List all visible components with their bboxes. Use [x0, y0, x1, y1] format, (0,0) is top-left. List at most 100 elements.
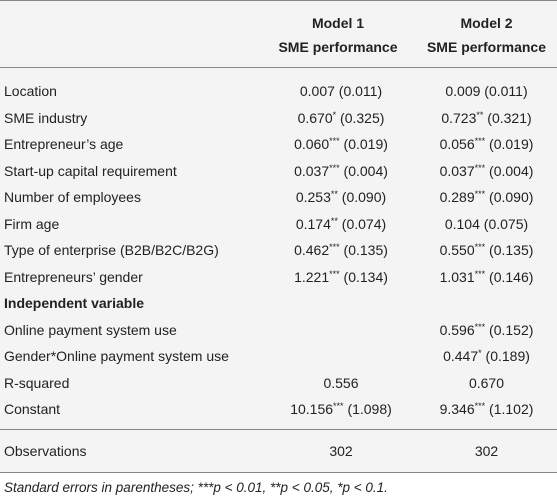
coefficient: 0.289 [439, 189, 475, 206]
standard-error: (0.090) [489, 189, 534, 206]
cell: 0.596*** (0.152) [416, 317, 557, 344]
row-label: SME industry [4, 109, 88, 126]
row-label: Type of enterprise (B2B/B2C/B2G) [4, 242, 219, 259]
cell [260, 290, 416, 317]
header-row: Model 1 Model 2 [0, 0, 557, 36]
cell: 302 [416, 429, 557, 472]
cell [260, 343, 416, 370]
standard-error: (1.102) [489, 401, 534, 418]
coefficient: 0.723 [441, 109, 477, 126]
cell: 0.447* (0.189) [416, 343, 557, 370]
table-row: Firm age 0.174** (0.074) 0.104 (0.075) [0, 211, 557, 238]
cell: 0.009 (0.011) [416, 68, 557, 105]
standard-error: (0.074) [341, 215, 387, 232]
cell: 0.550*** (0.135) [416, 237, 557, 264]
significance-stars: *** [329, 268, 340, 279]
standard-error: (0.011) [484, 83, 528, 100]
significance-stars: *** [329, 136, 340, 147]
cell [260, 317, 416, 344]
table-row: Type of enterprise (B2B/B2C/B2G) 0.462***… [0, 237, 557, 264]
significance-stars: *** [333, 401, 344, 412]
table-row: Constant 10.156*** (1.098) 9.346*** (1.102… [0, 396, 557, 429]
cell: 9.346*** (1.102) [416, 396, 557, 429]
header-row: SME performance SME performance [0, 35, 557, 68]
standard-error: (0.135) [343, 242, 388, 259]
cell: 1.221*** (0.134) [260, 264, 416, 291]
standard-error: (1.098) [347, 401, 392, 418]
row-label: Entrepreneurs’ gender [4, 268, 143, 285]
coefficient: 0.104 [444, 215, 480, 232]
coefficient: 302 [329, 442, 353, 459]
coefficient: 0.596 [439, 321, 475, 338]
cell [416, 290, 557, 317]
table-row: R-squared 0.556 0.670 [0, 370, 557, 397]
row-label: Independent variable [4, 295, 145, 312]
significance-stars: *** [474, 401, 486, 412]
standard-error: (0.004) [489, 162, 534, 179]
coefficient: 0.037 [439, 162, 475, 179]
significance-stars: *** [474, 321, 486, 332]
coefficient: 0.670 [297, 109, 333, 126]
cell: 0.174** (0.074) [260, 211, 416, 238]
regression-table: Model 1 Model 2 SME performance SME perf… [0, 0, 557, 473]
coefficient: 0.550 [439, 242, 475, 259]
row-label: Number of employees [4, 189, 141, 206]
row-label: Gender*Online payment system use [4, 348, 229, 365]
cell: 0.104 (0.075) [416, 211, 557, 238]
cell: 0.723** (0.321) [416, 105, 557, 132]
coefficient: 0.556 [323, 374, 359, 391]
cell: 0.037*** (0.004) [260, 158, 416, 185]
standard-error: (0.011) [338, 83, 383, 100]
cell: 0.670 [416, 370, 557, 397]
coefficient: 0.447 [443, 348, 479, 365]
table-row: Number of employees 0.253** (0.090) 0.289*… [0, 184, 557, 211]
coefficient: 9.346 [439, 401, 475, 418]
row-label: Start-up capital requirement [4, 162, 177, 179]
coefficient: 0.462 [294, 242, 330, 259]
row-label: R-squared [4, 374, 70, 391]
coefficient: 10.156 [290, 401, 334, 418]
coefficient: 0.007 [299, 83, 335, 100]
coefficient: 1.221 [294, 268, 330, 285]
column-model: Model 1 [311, 15, 365, 31]
row-label: Observations [4, 442, 87, 459]
cell: 0.007 (0.011) [260, 68, 416, 105]
standard-error: (0.019) [343, 136, 388, 153]
coefficient: 0.670 [468, 374, 505, 391]
row-label: Online payment system use [4, 321, 177, 338]
standard-error: (0.090) [341, 189, 387, 206]
significance-stars: *** [329, 162, 340, 173]
cell: 1.031*** (0.146) [416, 264, 557, 291]
coefficient: 0.056 [439, 136, 475, 153]
coefficient: 302 [474, 442, 499, 459]
row-label: Entrepreneur’s age [4, 136, 124, 153]
column-model: Model 2 [460, 15, 513, 31]
coefficient: 0.174 [295, 215, 331, 232]
significance-stars: ** [330, 189, 338, 200]
table-row: Online payment system use 0.596*** (0.152… [0, 317, 557, 344]
significance-stars: *** [474, 136, 486, 147]
table-body: Location 0.007 (0.011) 0.009 (0.011) SME in… [0, 68, 557, 472]
corner [0, 1, 260, 36]
standard-error: (0.189) [485, 348, 530, 365]
standard-error: (0.019) [489, 136, 534, 153]
significance-stars: * [332, 109, 337, 120]
cell: 0.556 [260, 370, 416, 397]
row-label: Location [4, 83, 57, 100]
cell: 10.156*** (1.098) [260, 396, 416, 429]
table-row: Entrepreneur’s age 0.060*** (0.019) 0.056*… [0, 131, 557, 158]
significance-stars: ** [476, 109, 484, 120]
table-row: SME industry 0.670* (0.325) 0.723** (0.321… [0, 105, 557, 132]
standard-error: (0.075) [483, 215, 529, 232]
cell: 0.462*** (0.135) [260, 237, 416, 264]
significance-stars: ** [330, 215, 338, 226]
coefficient: 1.031 [439, 268, 475, 285]
column-outcome: SME performance [426, 39, 547, 55]
cell: 0.060*** (0.019) [260, 131, 416, 158]
significance-stars: *** [329, 242, 340, 253]
cell: 0.037*** (0.004) [416, 158, 557, 185]
table-row: Independent variable [0, 290, 557, 317]
corner [0, 35, 260, 68]
cell: 0.670* (0.325) [260, 105, 416, 132]
